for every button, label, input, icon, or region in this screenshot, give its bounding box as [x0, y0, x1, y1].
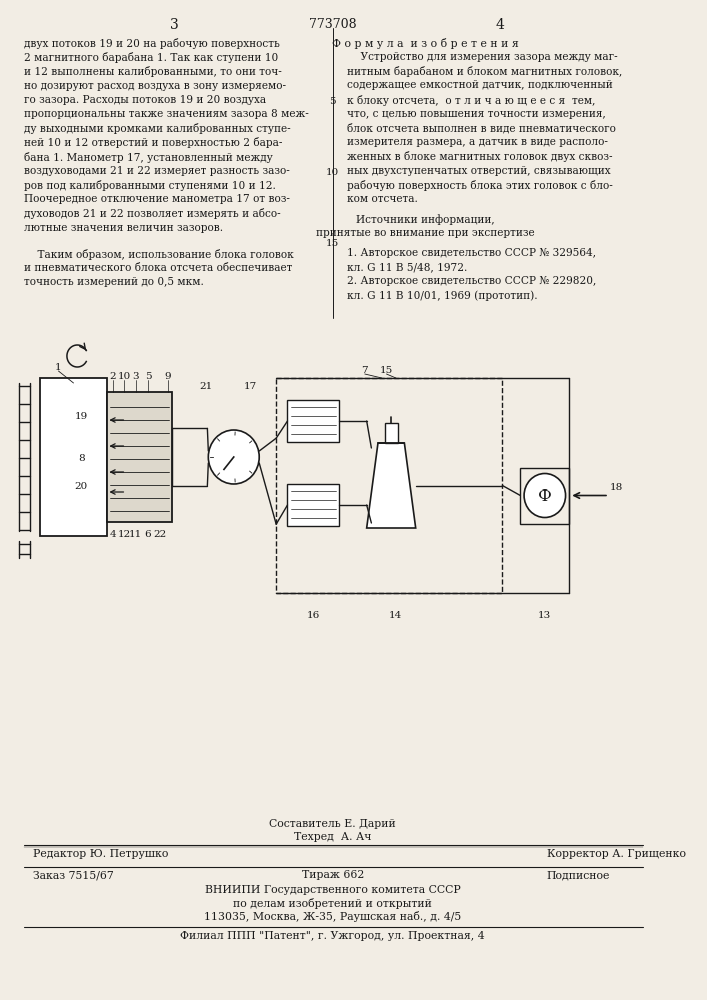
Text: Ф о р м у л а  и з о б р е т е н и я: Ф о р м у л а и з о б р е т е н и я	[332, 38, 518, 49]
Text: Таким образом, использование блока головок: Таким образом, использование блока голов…	[23, 249, 293, 260]
Text: 2. Авторское свидетельство СССР № 229820,: 2. Авторское свидетельство СССР № 229820…	[347, 276, 596, 286]
Text: двух потоков 19 и 20 на рабочую поверхность: двух потоков 19 и 20 на рабочую поверхно…	[23, 38, 279, 49]
Text: женных в блоке магнитных головок двух сквоз-: женных в блоке магнитных головок двух ск…	[347, 151, 612, 162]
Text: 6: 6	[145, 530, 151, 539]
Text: Ф: Ф	[538, 488, 551, 505]
Text: Подписное: Подписное	[547, 870, 610, 880]
Text: 4: 4	[495, 18, 504, 32]
Text: 5: 5	[329, 97, 336, 106]
Bar	[276, 378, 503, 593]
Text: Поочередное отключение манометра 17 от воз-: Поочередное отключение манометра 17 от в…	[23, 194, 289, 204]
Text: пропорциональны также значениям зазора 8 меж-: пропорциональны также значениям зазора 8…	[23, 109, 308, 119]
Text: воздуховодами 21 и 22 измеряет разность зазо-: воздуховодами 21 и 22 измеряет разность …	[23, 166, 289, 176]
Text: 4: 4	[110, 530, 117, 539]
Text: ней 10 и 12 отверстий и поверхностью 2 бара-: ней 10 и 12 отверстий и поверхностью 2 б…	[23, 137, 282, 148]
Polygon shape	[367, 443, 416, 528]
Text: рабочую поверхность блока этих головок с бло-: рабочую поверхность блока этих головок с…	[347, 180, 613, 191]
Text: но дозируют расход воздуха в зону измеряемо-: но дозируют расход воздуха в зону измеря…	[23, 81, 286, 91]
Text: 15: 15	[380, 366, 393, 375]
Circle shape	[524, 474, 566, 518]
Text: 13: 13	[538, 611, 551, 620]
Bar	[40, 378, 107, 536]
Text: содержащее емкостной датчик, подключенный: содержащее емкостной датчик, подключенны…	[347, 80, 613, 90]
Bar	[288, 484, 339, 526]
Text: 3: 3	[132, 372, 139, 381]
Text: 2 магнитного барабана 1. Так как ступени 10: 2 магнитного барабана 1. Так как ступени…	[23, 52, 278, 63]
Circle shape	[209, 430, 259, 484]
Text: принятые во внимание при экспертизе: принятые во внимание при экспертизе	[316, 228, 534, 238]
Text: Заказ 7515/67: Заказ 7515/67	[33, 870, 114, 880]
Text: 1: 1	[55, 363, 62, 372]
Text: 9: 9	[165, 372, 171, 381]
Text: измерителя размера, а датчик в виде располо-: измерителя размера, а датчик в виде расп…	[347, 137, 608, 147]
Text: 7: 7	[361, 366, 368, 375]
Text: и пневматического блока отсчета обеспечивает: и пневматического блока отсчета обеспечи…	[23, 263, 292, 273]
Text: Корректор А. Грищенко: Корректор А. Грищенко	[547, 849, 686, 859]
Text: бана 1. Манометр 17, установленный между: бана 1. Манометр 17, установленный между	[23, 152, 272, 163]
Text: Составитель Е. Дарий: Составитель Е. Дарий	[269, 819, 396, 829]
Text: точность измерений до 0,5 мкм.: точность измерений до 0,5 мкм.	[23, 277, 204, 287]
Text: 113035, Москва, Ж-35, Раушская наб., д. 4/5: 113035, Москва, Ж-35, Раушская наб., д. …	[204, 911, 462, 922]
Text: 14: 14	[390, 611, 402, 620]
Text: 15: 15	[326, 239, 339, 248]
Text: ВНИИПИ Государственного комитета СССР: ВНИИПИ Государственного комитета СССР	[205, 885, 461, 895]
Text: Редактор Ю. Петрушко: Редактор Ю. Петрушко	[33, 849, 168, 859]
Text: Источники информации,: Источники информации,	[356, 214, 494, 225]
Bar	[385, 423, 398, 443]
Text: Техред  А. Ач: Техред А. Ач	[294, 832, 371, 842]
Text: кл. G 11 B 5/48, 1972.: кл. G 11 B 5/48, 1972.	[347, 262, 467, 272]
Bar	[520, 468, 569, 524]
Text: ду выходными кромками калиброванных ступе-: ду выходными кромками калиброванных ступ…	[23, 123, 290, 134]
Text: по делам изобретений и открытий: по делам изобретений и открытий	[233, 898, 432, 909]
Text: ров под калиброванными ступенями 10 и 12.: ров под калиброванными ступенями 10 и 12…	[23, 180, 276, 191]
Bar	[288, 400, 339, 442]
Text: что, с целью повышения точности измерения,: что, с целью повышения точности измерени…	[347, 109, 606, 119]
Text: лютные значения величин зазоров.: лютные значения величин зазоров.	[23, 223, 223, 233]
Text: к блоку отсчета,  о т л и ч а ю щ е е с я  тем,: к блоку отсчета, о т л и ч а ю щ е е с я…	[347, 95, 595, 106]
Text: ных двухступенчатых отверстий, связывающих: ных двухступенчатых отверстий, связывающ…	[347, 166, 611, 176]
Text: Тираж 662: Тираж 662	[302, 870, 364, 880]
Text: 8: 8	[78, 454, 84, 463]
Text: 773708: 773708	[309, 18, 356, 31]
Text: 19: 19	[74, 412, 88, 421]
Text: нитным барабаном и блоком магнитных головок,: нитным барабаном и блоком магнитных голо…	[347, 66, 622, 77]
Text: 3: 3	[170, 18, 179, 32]
Text: ком отсчета.: ком отсчета.	[347, 194, 418, 204]
Text: 1. Авторское свидетельство СССР № 329564,: 1. Авторское свидетельство СССР № 329564…	[347, 248, 596, 258]
Text: 5: 5	[145, 372, 151, 381]
Text: 11: 11	[129, 530, 142, 539]
Text: Устройство для измерения зазора между маг-: Устройство для измерения зазора между ма…	[347, 52, 617, 62]
Text: 2: 2	[110, 372, 117, 381]
Text: 12: 12	[118, 530, 131, 539]
Bar	[107, 392, 172, 522]
Text: 10: 10	[326, 168, 339, 177]
Text: 10: 10	[118, 372, 131, 381]
Text: 20: 20	[74, 482, 88, 491]
Text: 17: 17	[244, 382, 257, 391]
Text: Филиал ППП "Патент", г. Ужгород, ул. Проектная, 4: Филиал ППП "Патент", г. Ужгород, ул. Про…	[180, 931, 485, 941]
Text: 16: 16	[308, 611, 320, 620]
Text: 21: 21	[199, 382, 212, 391]
Text: духоводов 21 и 22 позволяет измерять и абсо-: духоводов 21 и 22 позволяет измерять и а…	[23, 208, 280, 219]
Text: и 12 выполнены калиброванными, то они точ-: и 12 выполнены калиброванными, то они то…	[23, 66, 281, 77]
Text: кл. G 11 B 10/01, 1969 (прототип).: кл. G 11 B 10/01, 1969 (прототип).	[347, 290, 537, 301]
Text: 18: 18	[610, 484, 623, 492]
Text: го зазора. Расходы потоков 19 и 20 воздуха: го зазора. Расходы потоков 19 и 20 возду…	[23, 95, 266, 105]
Text: 22: 22	[153, 530, 167, 539]
Text: блок отсчета выполнен в виде пневматического: блок отсчета выполнен в виде пневматичес…	[347, 123, 616, 134]
